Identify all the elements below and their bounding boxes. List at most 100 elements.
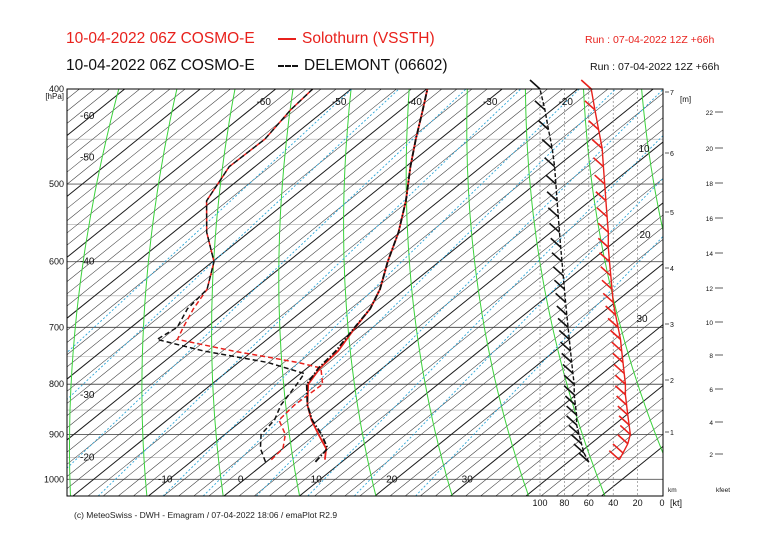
axes-layer — [66, 88, 723, 497]
isotherm-line — [163, 92, 663, 496]
isotherm-line — [67, 89, 307, 282]
kfeet-tick-label: 4 — [709, 420, 713, 427]
series-solothurn-temperature — [306, 89, 429, 460]
isotherm-line — [299, 202, 663, 496]
legend-solothurn-label: Solothurn (VSSTH) — [302, 30, 435, 47]
mixing-ratio-line — [162, 89, 580, 496]
wind-barb — [584, 100, 596, 111]
isotherm-line — [67, 89, 156, 161]
mixing-ratio-line — [307, 134, 663, 496]
mixing-ratio-line — [255, 89, 663, 496]
kfeet-tick-label: 2 — [709, 452, 713, 459]
wind-barb — [609, 329, 622, 340]
wind-barb — [553, 279, 565, 290]
series-layer — [155, 89, 429, 463]
isotherm-line — [480, 348, 663, 496]
dry-adiabat-line — [405, 89, 453, 496]
wind-barb — [561, 352, 573, 363]
km-axis-label: [m] — [680, 95, 691, 104]
km-tick-label: 4 — [670, 266, 674, 273]
isotherm-line — [540, 397, 663, 496]
legend-delemont-line — [278, 64, 298, 67]
km-tick-label: 6 — [670, 151, 674, 158]
kfeet-tick-label: 22 — [706, 110, 714, 117]
isotherm-line — [67, 89, 548, 477]
dry-adiabat-line — [583, 89, 663, 455]
wind-barb — [595, 191, 607, 202]
isotherm-line — [284, 190, 663, 496]
dry-adiabat-line — [141, 89, 178, 496]
wind-barb — [596, 207, 608, 218]
wind-tick-label: 80 — [559, 498, 569, 508]
isotherm-line — [67, 89, 276, 258]
isotherm-line — [254, 165, 663, 496]
wind-barb — [534, 100, 546, 111]
series-delemont-dewpoint — [155, 89, 314, 463]
wind-barb — [551, 252, 563, 263]
wind-barb — [548, 222, 561, 233]
isotherm-line — [67, 89, 367, 331]
dry-adiabat-line — [343, 89, 377, 496]
isotherm-line — [420, 299, 663, 496]
pressure-tick-label: 900 — [49, 429, 64, 439]
wind-barb — [608, 450, 620, 461]
wind-tick-label: 40 — [608, 498, 618, 508]
km-tick-label: 2 — [670, 378, 674, 385]
isotherm-line — [67, 89, 95, 112]
wind-barb — [611, 341, 623, 352]
isotherm-line — [67, 89, 397, 356]
wind-barb — [594, 174, 606, 185]
isotherm-line — [556, 409, 663, 496]
wind-barb — [618, 415, 630, 426]
isotherm-line — [329, 226, 663, 496]
kfeet-tick-label: 16 — [706, 216, 714, 223]
isotherm-line — [389, 275, 663, 496]
isotherm-line — [67, 89, 412, 368]
pressure-tick-label: 400 — [49, 84, 64, 94]
temp-tick-left: -40 — [80, 257, 95, 268]
wind-barb — [570, 434, 583, 445]
isotherm-line — [193, 117, 663, 496]
pressure-tick-label: 500 — [49, 179, 64, 189]
wind-barb — [597, 237, 609, 248]
wind-barb — [599, 252, 611, 263]
isotherm-line — [103, 89, 609, 496]
temp-tick-bottom: 30 — [462, 474, 474, 485]
kfeet-tick-label: 8 — [709, 353, 713, 360]
wind-barb — [541, 138, 553, 150]
wind-barb — [605, 305, 617, 316]
isotherm-line — [405, 287, 663, 496]
grid-layer — [67, 89, 663, 496]
legend-delemont: DELEMONT (06602) — [278, 57, 448, 75]
wind-barb — [558, 329, 570, 340]
dry-adiabat-line — [69, 89, 120, 496]
wind-barb — [613, 363, 625, 375]
wind-barb — [564, 395, 576, 406]
mixing-ratio-line — [97, 89, 522, 496]
wind-barb — [544, 157, 556, 168]
temp-tick-top: -60 — [256, 97, 271, 108]
footer-credit: (c) MeteoSwiss - DWH - Emagram / 07-04-2… — [74, 510, 338, 520]
dry-adiabat-line — [278, 89, 301, 496]
kfeet-tick-label: 6 — [709, 387, 713, 394]
temp-tick-bottom: -10 — [158, 474, 173, 485]
header-run-solothurn: Run : 07-04-2022 12Z +66h — [585, 34, 715, 46]
temp-tick-left: -20 — [80, 452, 95, 463]
mixing-ratio-line — [67, 89, 400, 400]
isotherm-line — [72, 89, 578, 496]
isotherm-line — [67, 89, 322, 295]
wind-tick-label: 100 — [532, 498, 547, 508]
mixing-ratio-line — [353, 177, 663, 496]
isotherm-line — [67, 89, 518, 453]
mixing-ratio-line — [67, 89, 353, 354]
wind-barb — [529, 79, 541, 90]
km-tick-label: 7 — [670, 90, 674, 97]
temp-tick-top: -50 — [332, 97, 347, 108]
header-model-delemont: 10-04-2022 06Z COSMO-E — [66, 57, 255, 74]
isotherm-line — [67, 89, 337, 307]
isotherm-line — [67, 89, 473, 416]
wind-barb — [580, 79, 592, 90]
wind-barb — [568, 424, 580, 436]
wind-barb — [562, 363, 574, 375]
